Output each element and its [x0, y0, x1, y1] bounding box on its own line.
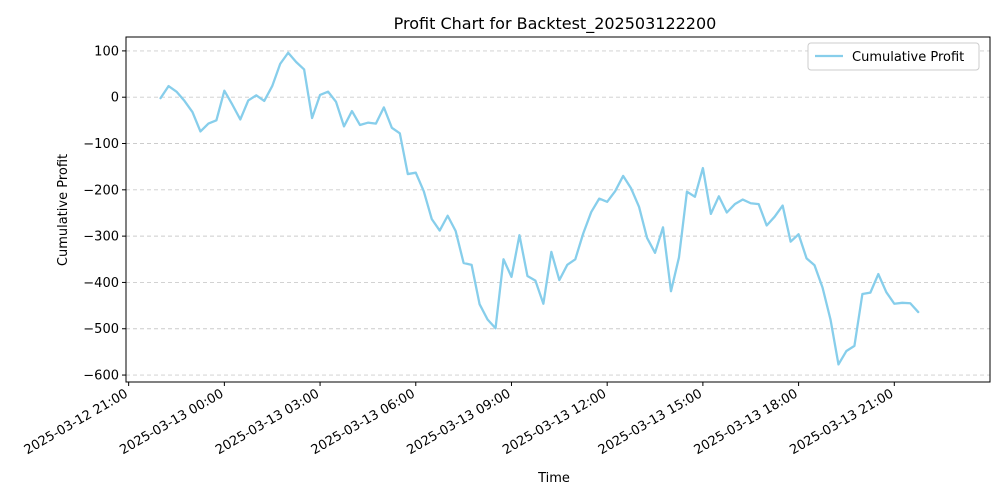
y-tick-label: 100	[94, 44, 119, 59]
x-axis-title: Time	[537, 471, 570, 486]
y-axis-ticks: 100 0 −100 −200 −300 −400 −500 −600	[83, 44, 126, 384]
plot-area-frame	[125, 36, 991, 383]
y-tick-label: −100	[83, 137, 119, 152]
series-line-cumulative-profit	[159, 51, 920, 366]
y-tick-label: −200	[83, 183, 119, 198]
legend: Cumulative Profit	[807, 42, 980, 71]
y-tick-label: −600	[83, 369, 119, 384]
y-tick-label: −400	[83, 276, 119, 291]
gridlines	[126, 50, 990, 376]
y-tick-label: −500	[83, 322, 119, 337]
y-axis-title: Cumulative Profit	[56, 154, 71, 266]
legend-box	[807, 42, 980, 71]
legend-label: Cumulative Profit	[852, 50, 964, 65]
y-tick-label: 0	[111, 91, 119, 106]
y-tick-label: −300	[83, 230, 119, 245]
chart-title: Profit Chart for Backtest_202503122200	[394, 14, 717, 34]
